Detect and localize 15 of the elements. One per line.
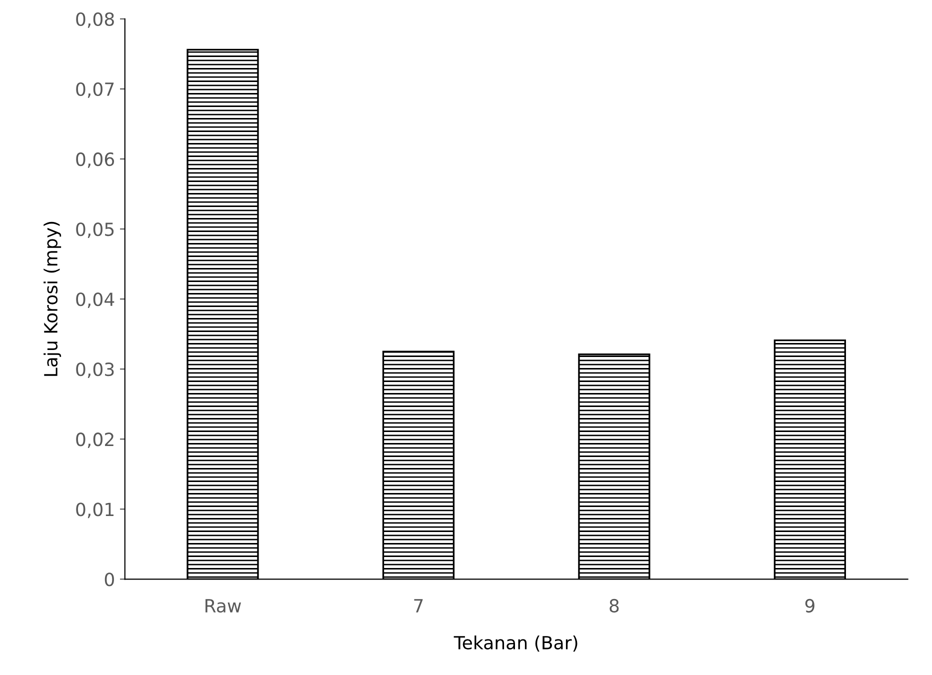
x-tick-label: 8 <box>610 598 619 613</box>
x-tick-label: 7 <box>414 599 423 612</box>
y-tick-label: 0,05 <box>76 222 114 238</box>
y-tick-label: 0,06 <box>76 152 114 168</box>
y-tick-label: 0,08 <box>76 12 114 28</box>
y-tick-label: 0,02 <box>76 432 114 448</box>
y-tick-label: 0,04 <box>76 292 114 308</box>
y-axis-title: Laju Korosi (mpy) <box>44 222 62 376</box>
y-tick-label: 0,07 <box>76 82 114 98</box>
y-tick-label: 0,03 <box>76 362 114 378</box>
y-tick-label: 0 <box>104 572 114 586</box>
x-tick-label: 9 <box>805 598 814 613</box>
x-axis-title: Tekanan (Bar) <box>454 636 578 652</box>
x-tick-label: Raw <box>206 599 241 613</box>
y-tick-label: 0,01 <box>76 502 114 518</box>
